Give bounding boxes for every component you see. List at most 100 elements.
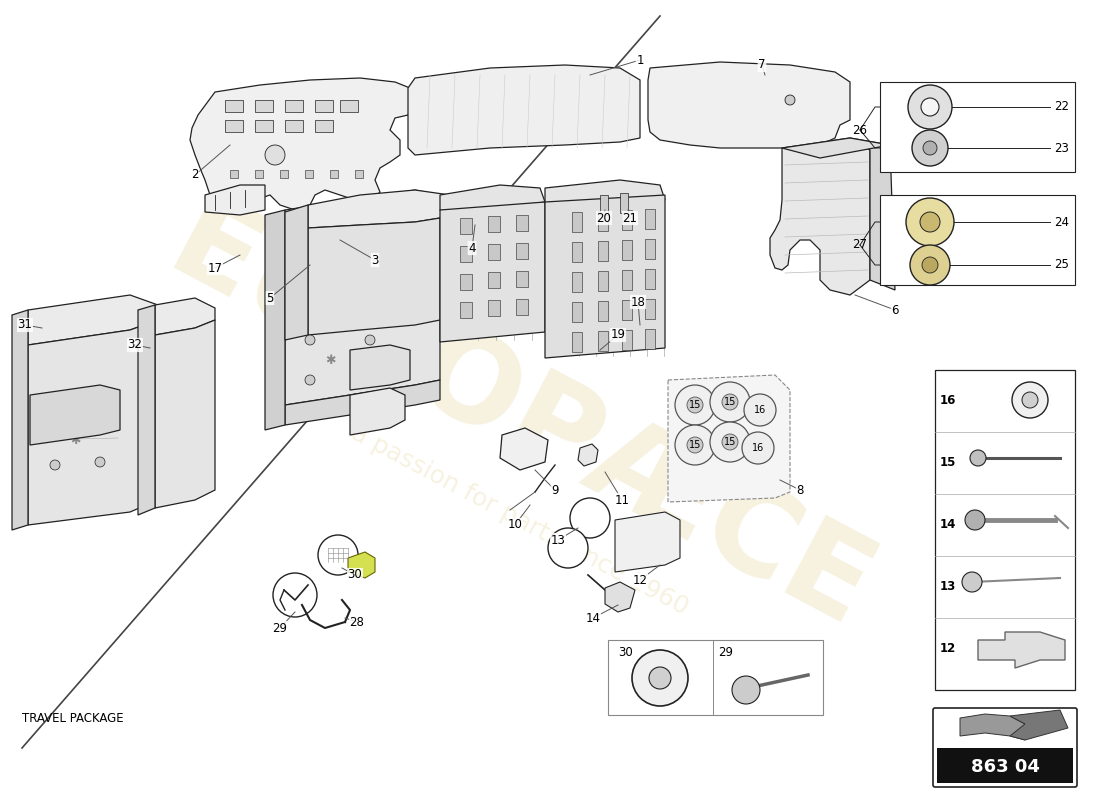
Polygon shape (440, 185, 544, 215)
Polygon shape (280, 170, 288, 178)
Polygon shape (460, 274, 472, 290)
Text: TRAVEL PACKAGE: TRAVEL PACKAGE (22, 711, 123, 725)
Text: 15: 15 (724, 437, 736, 447)
Polygon shape (285, 100, 303, 112)
Circle shape (912, 130, 948, 166)
Circle shape (675, 385, 715, 425)
Text: 2: 2 (191, 169, 199, 182)
Polygon shape (880, 195, 1075, 285)
Polygon shape (12, 310, 28, 530)
Circle shape (744, 394, 775, 426)
Polygon shape (285, 220, 440, 405)
Polygon shape (285, 380, 440, 425)
Text: 15: 15 (689, 440, 701, 450)
Polygon shape (308, 218, 440, 335)
Polygon shape (516, 299, 528, 315)
Circle shape (921, 98, 939, 116)
Polygon shape (645, 269, 654, 289)
Text: 30: 30 (348, 569, 362, 582)
Polygon shape (572, 332, 582, 352)
Text: 30: 30 (618, 646, 634, 658)
Text: 14: 14 (585, 611, 601, 625)
Text: 3: 3 (372, 254, 378, 266)
Polygon shape (488, 244, 501, 260)
Polygon shape (516, 243, 528, 259)
Polygon shape (516, 215, 528, 231)
Polygon shape (488, 300, 501, 316)
Circle shape (265, 145, 285, 165)
Polygon shape (226, 120, 243, 132)
Polygon shape (598, 331, 608, 351)
Circle shape (722, 434, 738, 450)
Polygon shape (305, 170, 314, 178)
Circle shape (922, 257, 938, 273)
Polygon shape (1010, 710, 1068, 740)
Circle shape (722, 394, 738, 410)
Polygon shape (572, 302, 582, 322)
Polygon shape (488, 216, 501, 232)
Polygon shape (285, 120, 303, 132)
Polygon shape (572, 242, 582, 262)
Circle shape (675, 425, 715, 465)
Circle shape (920, 212, 940, 232)
Text: 20: 20 (596, 211, 612, 225)
Text: 18: 18 (630, 295, 646, 309)
Polygon shape (544, 195, 666, 358)
Polygon shape (978, 632, 1065, 668)
Text: 19: 19 (610, 329, 626, 342)
Polygon shape (230, 170, 238, 178)
Polygon shape (598, 301, 608, 321)
Polygon shape (960, 714, 1025, 740)
Polygon shape (645, 209, 654, 229)
Polygon shape (348, 552, 375, 578)
Polygon shape (615, 512, 680, 572)
Polygon shape (645, 239, 654, 259)
Polygon shape (645, 329, 654, 349)
Circle shape (305, 375, 315, 385)
Polygon shape (935, 370, 1075, 690)
Circle shape (365, 375, 375, 385)
Polygon shape (608, 640, 823, 715)
Text: 32: 32 (128, 338, 142, 351)
Polygon shape (600, 195, 608, 215)
Text: 16: 16 (752, 443, 764, 453)
Polygon shape (340, 100, 358, 112)
Polygon shape (155, 320, 214, 508)
Text: 4: 4 (469, 242, 475, 254)
Polygon shape (330, 170, 338, 178)
Text: ✱: ✱ (324, 354, 336, 366)
Text: a passion for parts since 1960: a passion for parts since 1960 (348, 421, 693, 619)
Text: 16: 16 (754, 405, 766, 415)
Polygon shape (620, 193, 628, 213)
Circle shape (50, 415, 60, 425)
Text: 12: 12 (939, 642, 956, 654)
Circle shape (50, 460, 60, 470)
Polygon shape (30, 385, 120, 445)
Polygon shape (621, 330, 632, 350)
Text: 17: 17 (208, 262, 222, 274)
Polygon shape (770, 138, 870, 295)
Polygon shape (255, 120, 273, 132)
Circle shape (688, 437, 703, 453)
Text: 8: 8 (796, 483, 804, 497)
Text: 15: 15 (689, 400, 701, 410)
Text: 24: 24 (1055, 215, 1069, 229)
Text: 21: 21 (623, 211, 638, 225)
Text: 6: 6 (891, 303, 899, 317)
Text: 12: 12 (632, 574, 648, 586)
Text: 14: 14 (939, 518, 956, 530)
Polygon shape (255, 100, 273, 112)
Circle shape (710, 382, 750, 422)
Polygon shape (621, 210, 632, 230)
Text: 11: 11 (615, 494, 629, 506)
Polygon shape (598, 211, 608, 231)
Polygon shape (500, 428, 548, 470)
Text: 16: 16 (939, 394, 956, 406)
Polygon shape (308, 190, 450, 228)
Text: 9: 9 (551, 483, 559, 497)
Text: 15: 15 (939, 455, 956, 469)
Polygon shape (285, 205, 308, 340)
Text: 23: 23 (1055, 142, 1069, 154)
Text: 31: 31 (18, 318, 32, 331)
Circle shape (95, 410, 104, 420)
